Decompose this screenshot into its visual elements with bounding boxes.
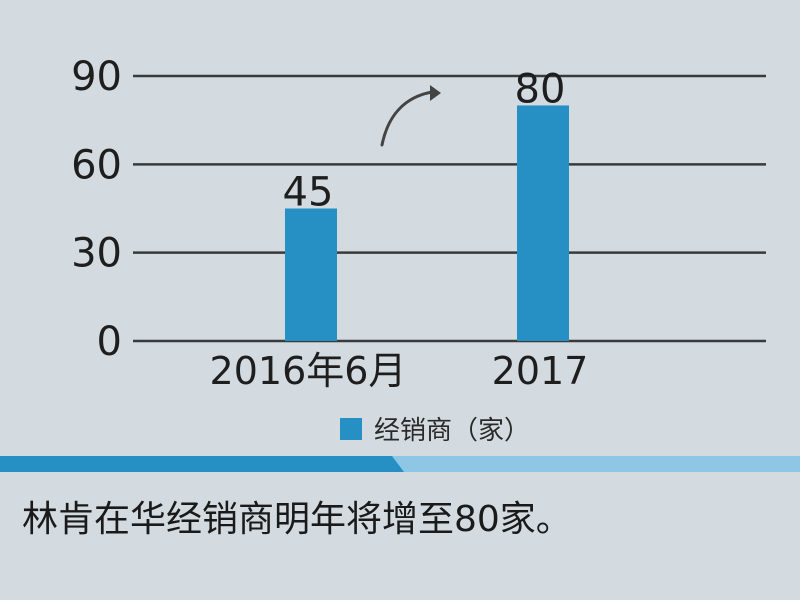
- arrow-head-icon: [430, 85, 441, 101]
- y-tick-label: 90: [71, 54, 122, 100]
- gridlines: [133, 74, 766, 343]
- curved-arrow-icon: [380, 90, 434, 147]
- data-label: 80: [515, 66, 566, 112]
- legend: 经销商（家）: [340, 410, 530, 447]
- legend-label: 经销商（家）: [374, 416, 531, 446]
- y-tick-label: 60: [71, 142, 122, 188]
- x-axis-ticks: 2016年6月 2017: [210, 349, 589, 393]
- x-tick-label: 2017: [492, 349, 589, 393]
- bar-chart: 0 30 60 90 45 80 2016年6月 2017: [71, 54, 766, 393]
- data-labels: 45 80: [283, 66, 566, 215]
- x-tick-label: 2016年6月: [210, 349, 407, 393]
- bar: [285, 208, 337, 341]
- y-tick-label: 30: [71, 231, 122, 277]
- y-axis-ticks: 0 30 60 90: [71, 54, 122, 365]
- bars: [285, 105, 569, 341]
- y-tick-label: 0: [97, 319, 122, 365]
- caption: 林肯在华经销商明年将增至80家。: [22, 499, 572, 540]
- divider-stripe: [0, 456, 800, 472]
- legend-swatch: [340, 417, 362, 440]
- bar: [517, 105, 569, 341]
- data-label: 45: [283, 170, 334, 216]
